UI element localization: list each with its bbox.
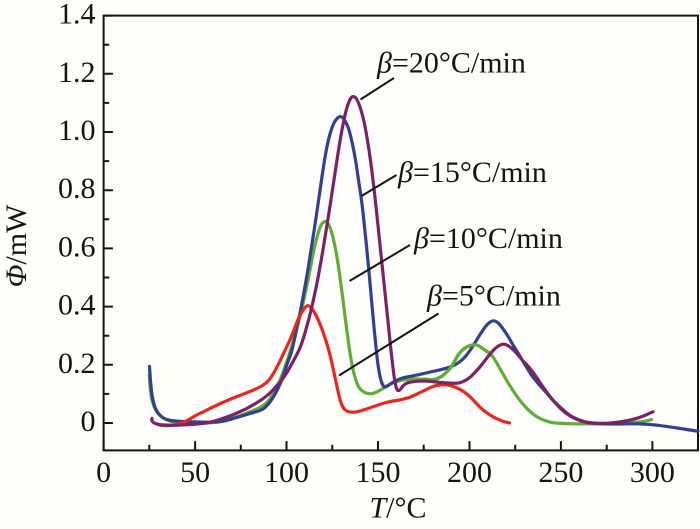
svg-text:Φ/mW: Φ/mW [0, 204, 33, 288]
svg-text:β=15°C/min: β=15°C/min [397, 156, 547, 189]
svg-text:1.2: 1.2 [58, 56, 96, 89]
svg-text:β=10°C/min: β=10°C/min [413, 222, 563, 255]
svg-text:0.6: 0.6 [58, 230, 96, 263]
svg-text:0.4: 0.4 [58, 289, 96, 322]
svg-text:β=20°C/min: β=20°C/min [376, 47, 526, 80]
svg-text:T/°C: T/°C [369, 492, 426, 525]
svg-text:1.4: 1.4 [58, 0, 96, 31]
svg-text:0: 0 [81, 405, 96, 438]
svg-text:100: 100 [264, 456, 309, 489]
svg-text:β=5°C/min: β=5°C/min [426, 280, 561, 313]
svg-text:200: 200 [447, 456, 492, 489]
svg-text:0.8: 0.8 [58, 172, 96, 205]
svg-text:300: 300 [630, 456, 675, 489]
svg-text:250: 250 [538, 456, 583, 489]
svg-text:150: 150 [355, 456, 400, 489]
svg-text:0.2: 0.2 [58, 347, 96, 380]
svg-text:0: 0 [96, 456, 111, 489]
svg-text:1.0: 1.0 [58, 114, 96, 147]
svg-text:50: 50 [180, 456, 210, 489]
